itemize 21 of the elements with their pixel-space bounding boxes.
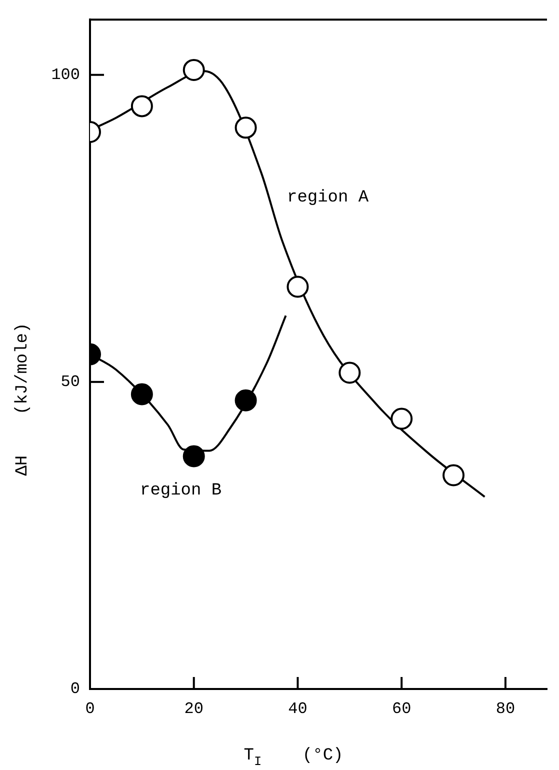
- point: [234, 389, 257, 412]
- y-tick-label: 50: [60, 373, 80, 392]
- point: [182, 58, 205, 81]
- y-tick-label: 0: [70, 680, 80, 698]
- x-tick-label: 20: [184, 700, 204, 718]
- x-tick-label: 60: [392, 700, 412, 718]
- annotation: region A: [287, 188, 370, 208]
- x-tick-label: 0: [85, 700, 95, 718]
- point: [390, 408, 413, 430]
- point: [442, 464, 465, 486]
- y-axis-title: ΔH (kJ/mole): [14, 322, 32, 476]
- x-tick-label: 80: [496, 700, 516, 718]
- y-tick-label: 100: [51, 66, 80, 84]
- point: [130, 383, 153, 406]
- point: [234, 116, 257, 139]
- point: [182, 445, 205, 468]
- point: [130, 95, 153, 118]
- point: [338, 362, 361, 384]
- annotation: region B: [140, 482, 222, 500]
- x-tick-label: 40: [288, 700, 308, 718]
- point: [286, 276, 309, 298]
